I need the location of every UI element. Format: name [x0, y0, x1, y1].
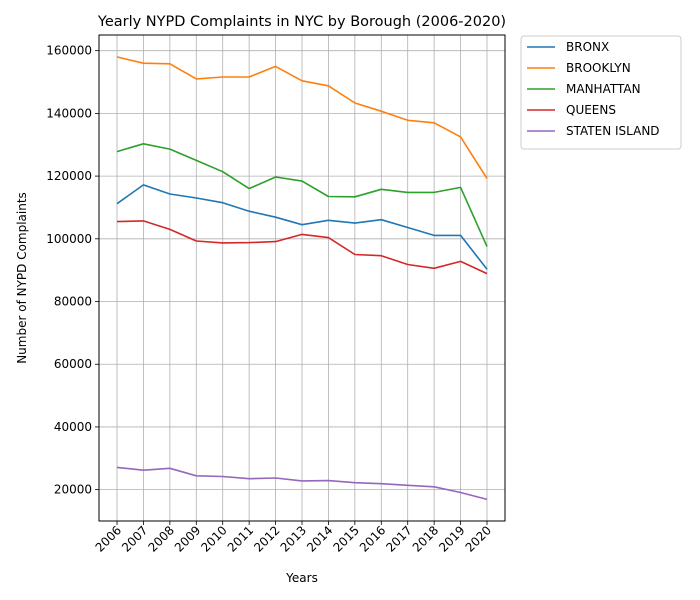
- x-tick-label: 2010: [198, 523, 229, 554]
- y-tick-label: 160000: [46, 44, 92, 58]
- x-tick-label: 2012: [251, 523, 282, 554]
- x-tick-label: 2018: [410, 523, 441, 554]
- x-tick-label: 2019: [436, 523, 467, 554]
- x-tick-label: 2008: [145, 523, 176, 554]
- legend-label: QUEENS: [566, 103, 616, 117]
- series-lines: [116, 56, 488, 501]
- y-tick-label: 80000: [54, 295, 92, 309]
- y-tick-label: 40000: [54, 420, 92, 434]
- chart-title: Yearly NYPD Complaints in NYC by Borough…: [97, 14, 506, 30]
- series-line-brooklyn: [116, 56, 488, 180]
- legend-label: STATEN ISLAND: [566, 124, 660, 138]
- y-tick-label: 60000: [54, 357, 92, 371]
- series-line-manhattan: [116, 143, 488, 247]
- series-line-bronx: [116, 184, 488, 270]
- x-tick-label: 2007: [119, 523, 150, 554]
- y-axis-label: Number of NYPD Complaints: [15, 192, 29, 364]
- x-tick-label: 2006: [93, 523, 124, 554]
- legend-label: BRONX: [566, 40, 609, 54]
- y-axis-ticks: 20000 40000 60000 80000 100000 120000 140000 16…: [46, 44, 99, 497]
- y-tick-label: 20000: [54, 483, 92, 497]
- x-axis-ticks: 2006200720082009201020112012201320142015…: [93, 521, 494, 555]
- series-line-staten-island: [116, 466, 488, 501]
- x-tick-label: 2020: [463, 523, 494, 554]
- x-tick-label: 2017: [383, 523, 414, 554]
- legend-box: [520, 35, 682, 150]
- x-tick-label: 2015: [330, 523, 361, 554]
- x-tick-label: 2009: [172, 523, 203, 554]
- x-axis-label: Years: [285, 571, 318, 585]
- x-tick-label: 2016: [357, 523, 388, 554]
- x-tick-label: 2014: [304, 523, 335, 554]
- y-tick-label: 120000: [46, 169, 92, 183]
- series-line-queens: [116, 220, 488, 275]
- x-tick-label: 2013: [278, 523, 309, 554]
- y-tick-label: 140000: [46, 106, 92, 120]
- legend-label: MANHATTAN: [566, 82, 641, 96]
- legend: BRONX BROOKLYN MANHATTAN QUEENS STATEN ISLAN…: [520, 35, 682, 150]
- x-tick-label: 2011: [225, 523, 256, 554]
- legend-label: BROOKLYN: [566, 61, 631, 75]
- gridlines: [99, 35, 505, 521]
- y-tick-label: 100000: [46, 232, 92, 246]
